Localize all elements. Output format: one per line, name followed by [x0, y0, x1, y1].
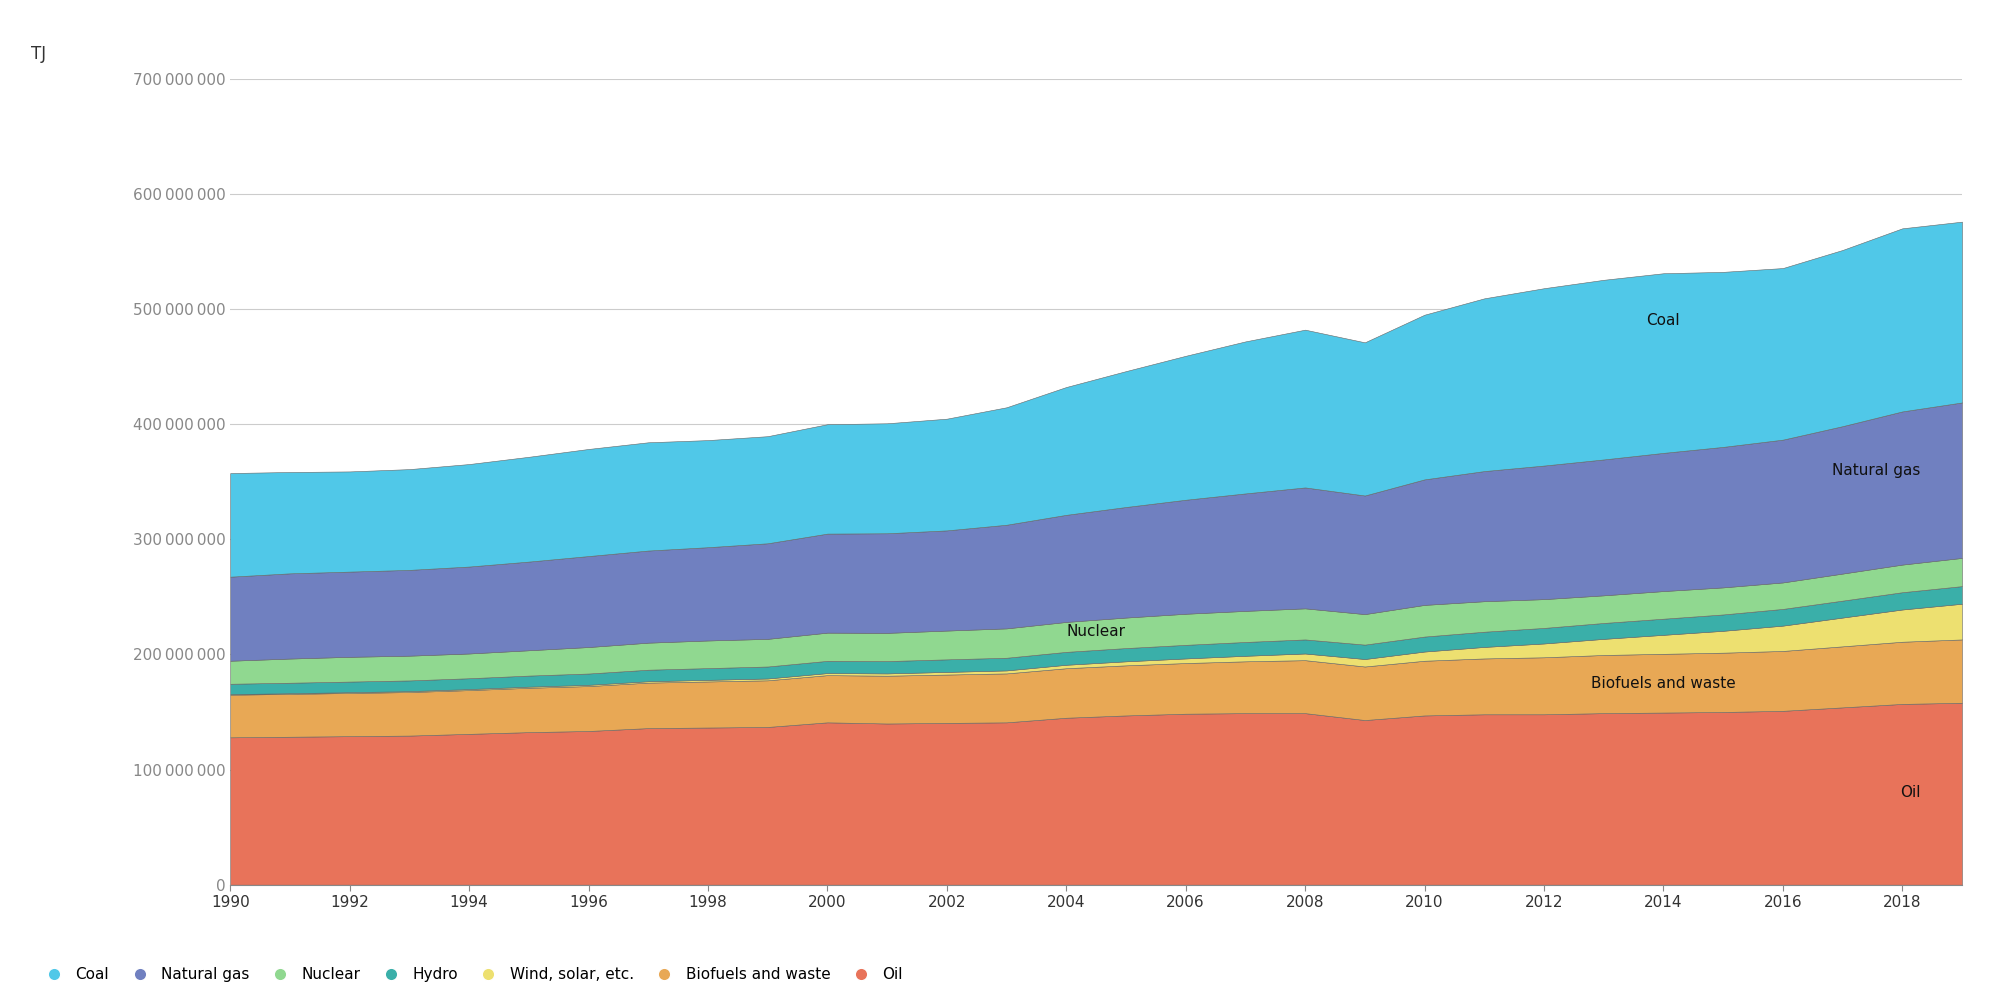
Text: TJ: TJ — [32, 44, 46, 63]
Legend: Coal, Natural gas, Nuclear, Hydro, Wind, solar, etc., Biofuels and waste, Oil: Coal, Natural gas, Nuclear, Hydro, Wind,… — [38, 967, 903, 982]
Text: Biofuels and waste: Biofuels and waste — [1592, 675, 1736, 691]
Text: Natural gas: Natural gas — [1832, 463, 1920, 478]
Text: Oil: Oil — [1900, 785, 1920, 800]
Text: Coal: Coal — [1646, 313, 1680, 328]
Text: Nuclear: Nuclear — [1067, 624, 1125, 639]
